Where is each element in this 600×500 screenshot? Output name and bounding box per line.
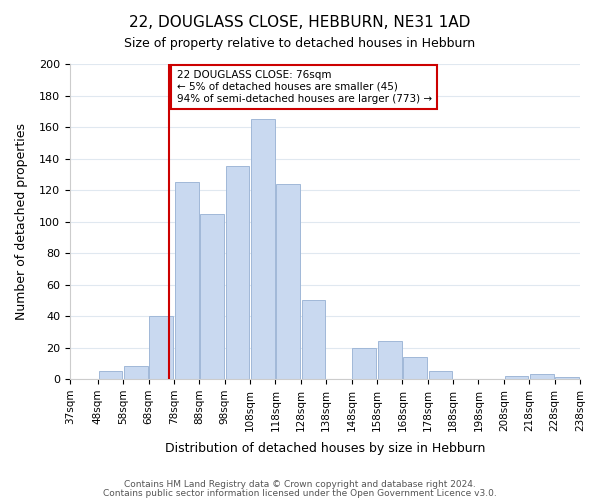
Text: Contains public sector information licensed under the Open Government Licence v3: Contains public sector information licen… bbox=[103, 488, 497, 498]
Bar bbox=[200, 214, 224, 379]
Bar bbox=[378, 341, 401, 379]
Bar bbox=[175, 182, 199, 379]
Bar bbox=[251, 119, 275, 379]
Text: 22 DOUGLASS CLOSE: 76sqm
← 5% of detached houses are smaller (45)
94% of semi-de: 22 DOUGLASS CLOSE: 76sqm ← 5% of detache… bbox=[176, 70, 431, 104]
Text: Contains HM Land Registry data © Crown copyright and database right 2024.: Contains HM Land Registry data © Crown c… bbox=[124, 480, 476, 489]
Bar bbox=[530, 374, 554, 379]
Bar bbox=[226, 166, 250, 379]
Bar bbox=[149, 316, 173, 379]
X-axis label: Distribution of detached houses by size in Hebburn: Distribution of detached houses by size … bbox=[165, 442, 485, 455]
Bar bbox=[98, 371, 122, 379]
Text: 22, DOUGLASS CLOSE, HEBBURN, NE31 1AD: 22, DOUGLASS CLOSE, HEBBURN, NE31 1AD bbox=[130, 15, 470, 30]
Bar bbox=[505, 376, 529, 379]
Bar bbox=[276, 184, 300, 379]
Bar bbox=[352, 348, 376, 379]
Text: Size of property relative to detached houses in Hebburn: Size of property relative to detached ho… bbox=[124, 38, 476, 51]
Bar bbox=[302, 300, 325, 379]
Bar bbox=[124, 366, 148, 379]
Bar bbox=[556, 378, 579, 379]
Bar bbox=[403, 357, 427, 379]
Bar bbox=[428, 371, 452, 379]
Y-axis label: Number of detached properties: Number of detached properties bbox=[15, 123, 28, 320]
